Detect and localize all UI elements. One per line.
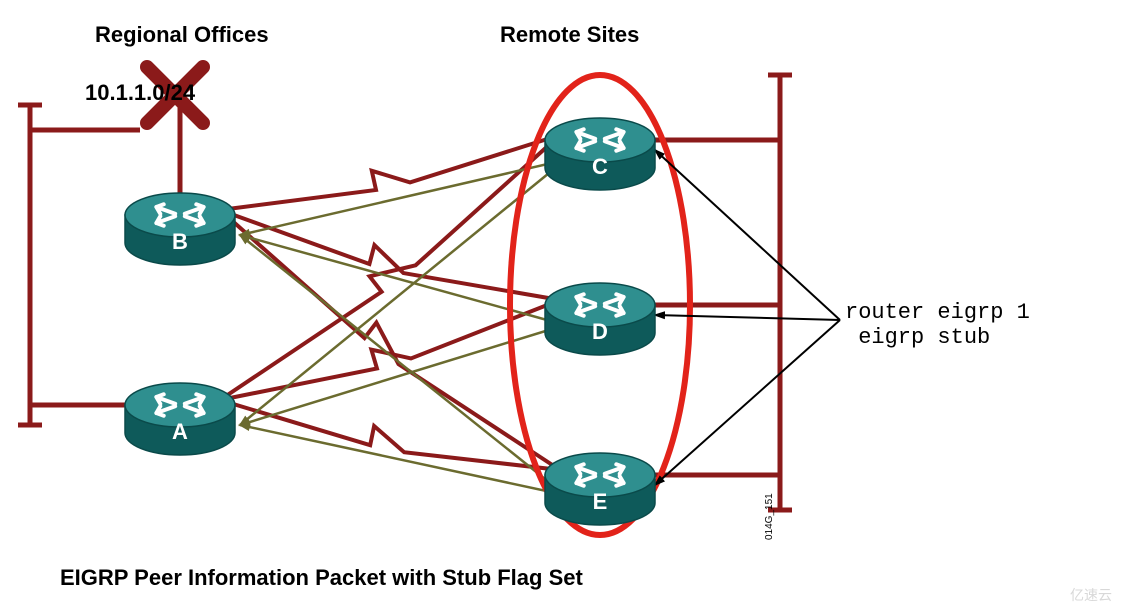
config-pointer bbox=[655, 315, 840, 320]
router-label-B: B bbox=[172, 229, 188, 254]
router-B: B bbox=[125, 193, 235, 265]
watermark: 亿速云 bbox=[1070, 585, 1112, 605]
router-label-E: E bbox=[593, 489, 608, 514]
router-C: C bbox=[545, 118, 655, 190]
router-label-A: A bbox=[172, 419, 188, 444]
stub-flag-arrow bbox=[240, 425, 565, 495]
router-config-text: router eigrp 1 eigrp stub bbox=[845, 300, 1030, 350]
stub-flag-arrow bbox=[240, 235, 565, 325]
router-label-D: D bbox=[592, 319, 608, 344]
title-regional: Regional Offices bbox=[95, 22, 269, 48]
router-E: E bbox=[545, 453, 655, 525]
router-D: D bbox=[545, 283, 655, 355]
router-label-C: C bbox=[592, 154, 608, 179]
subnet-label: 10.1.1.0/24 bbox=[85, 80, 195, 106]
figure-caption: EIGRP Peer Information Packet with Stub … bbox=[60, 565, 583, 591]
title-remote: Remote Sites bbox=[500, 22, 639, 48]
figure-code: 014G_151 bbox=[764, 493, 775, 540]
router-A: A bbox=[125, 383, 235, 455]
